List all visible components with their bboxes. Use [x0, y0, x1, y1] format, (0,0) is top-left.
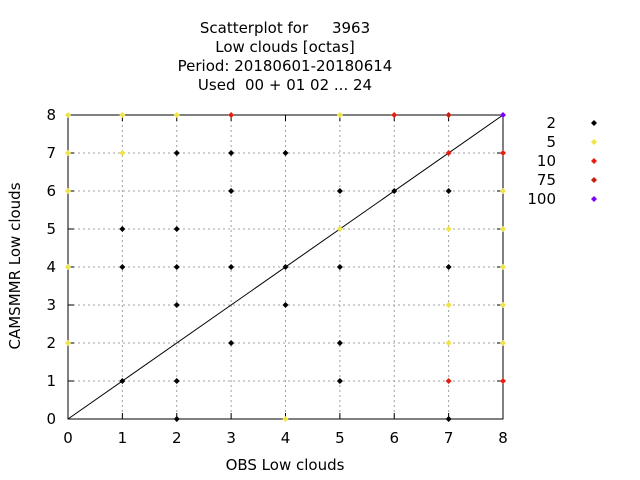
- data-point-series-2: [228, 340, 235, 346]
- data-point-series-2: [336, 378, 343, 384]
- data-point-series-10: [228, 112, 235, 118]
- legend-label: 10: [537, 152, 556, 170]
- data-point-series-2: [445, 264, 452, 270]
- data-point-series-2: [282, 150, 289, 156]
- data-point-series-2: [336, 188, 343, 194]
- legend-marker: [591, 177, 597, 183]
- x-tick-label: 8: [498, 429, 508, 447]
- title-line-3: Period: 20180601-20180614: [178, 57, 393, 75]
- data-point-series-10: [500, 150, 506, 156]
- data-point-series-5: [65, 112, 71, 118]
- x-axis-label: OBS Low clouds: [226, 456, 345, 474]
- title-line-1: Scatterplot for 3963: [200, 19, 370, 37]
- data-point-series-2: [391, 188, 398, 194]
- data-point-series-5: [173, 112, 180, 118]
- data-point-series-2: [173, 416, 180, 422]
- data-point-series-100: [500, 112, 506, 118]
- data-point-series-2: [173, 264, 180, 270]
- data-point-series-5: [500, 302, 506, 308]
- y-tick-label: 4: [46, 258, 56, 276]
- data-point-series-5: [500, 340, 506, 346]
- data-point-series-5: [65, 340, 71, 346]
- data-point-series-2: [282, 264, 289, 270]
- data-point-series-5: [65, 150, 71, 156]
- data-point-series-10: [445, 150, 452, 156]
- data-point-series-5: [282, 416, 289, 422]
- data-point-series-2: [445, 188, 452, 194]
- chart-title: Scatterplot for 3963 Low clouds [octas] …: [178, 19, 393, 94]
- legend-marker: [591, 196, 597, 202]
- data-point-series-2: [282, 302, 289, 308]
- x-tick-label: 3: [226, 429, 236, 447]
- legend-label: 2: [546, 114, 556, 132]
- data-point-series-10: [445, 378, 452, 384]
- data-point-series-5: [500, 188, 506, 194]
- data-point-series-5: [336, 112, 343, 118]
- y-tick-label: 1: [46, 372, 56, 390]
- axis-ticks: 0 1 2 3 4 5 6 7 8 0 1 2 3 4 5 6 7 8: [46, 106, 507, 447]
- data-point-series-2: [173, 226, 180, 232]
- y-tick-label: 0: [46, 410, 56, 428]
- data-point-series-10: [391, 112, 398, 118]
- y-tick-label: 2: [46, 334, 56, 352]
- legend-marker: [591, 120, 597, 126]
- x-tick-label: 2: [172, 429, 182, 447]
- data-point-series-5: [65, 188, 71, 194]
- data-point-series-5: [119, 112, 126, 118]
- data-point-series-5: [65, 264, 71, 270]
- y-tick-label: 6: [46, 182, 56, 200]
- data-point-series-2: [228, 188, 235, 194]
- y-tick-label: 7: [46, 144, 56, 162]
- data-points: [65, 112, 506, 422]
- x-tick-label: 6: [389, 429, 399, 447]
- data-point-series-2: [228, 150, 235, 156]
- data-point-series-2: [119, 378, 126, 384]
- x-tick-label: 1: [118, 429, 128, 447]
- y-axis-label: CAMSMMR Low clouds: [6, 182, 24, 349]
- x-tick-label: 4: [281, 429, 291, 447]
- y-tick-label: 5: [46, 220, 56, 238]
- title-line-2: Low clouds [octas]: [215, 38, 355, 56]
- data-point-series-5: [445, 340, 452, 346]
- data-point-series-75: [445, 112, 452, 118]
- legend-label: 75: [537, 171, 556, 189]
- data-point-series-2: [445, 416, 452, 422]
- legend-label: 100: [527, 190, 556, 208]
- y-tick-label: 3: [46, 296, 56, 314]
- data-point-series-5: [500, 226, 506, 232]
- data-point-series-2: [173, 302, 180, 308]
- data-point-series-2: [228, 264, 235, 270]
- data-point-series-2: [119, 226, 126, 232]
- data-point-series-5: [445, 226, 452, 232]
- data-point-series-5: [336, 226, 343, 232]
- data-point-series-2: [336, 340, 343, 346]
- x-tick-label: 7: [444, 429, 454, 447]
- x-tick-label: 0: [63, 429, 73, 447]
- legend-marker: [591, 158, 597, 164]
- data-point-series-2: [336, 264, 343, 270]
- data-point-series-5: [119, 150, 126, 156]
- legend-label: 5: [546, 133, 556, 151]
- data-point-series-10: [500, 378, 506, 384]
- data-point-series-2: [173, 378, 180, 384]
- data-point-series-2: [119, 264, 126, 270]
- y-tick-label: 8: [46, 106, 56, 124]
- legend-marker: [591, 139, 597, 145]
- data-point-series-5: [500, 264, 506, 270]
- title-line-4: Used 00 + 01 02 ... 24: [198, 76, 372, 94]
- data-point-series-5: [445, 302, 452, 308]
- data-point-series-2: [173, 150, 180, 156]
- x-tick-label: 5: [335, 429, 345, 447]
